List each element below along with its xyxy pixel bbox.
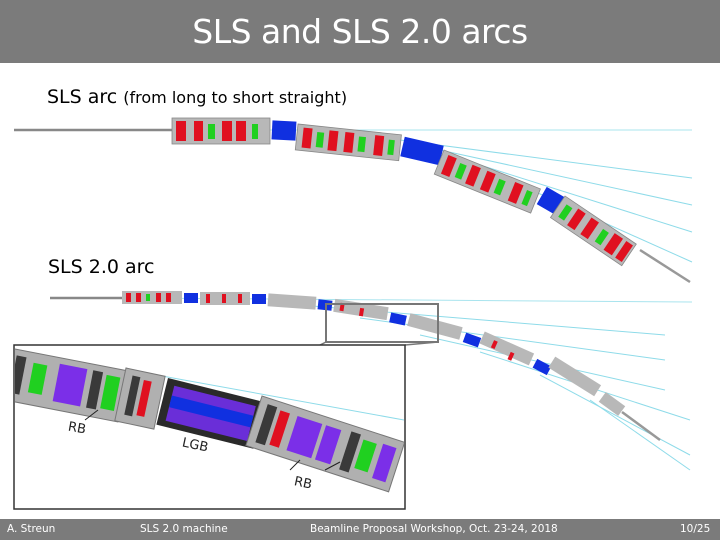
- short-straight-pipe: [639, 248, 691, 284]
- footer-author: A. Streun: [7, 523, 56, 535]
- sls-arc-drawing: [14, 117, 693, 284]
- inset-lgb: [156, 378, 266, 449]
- inset-girder-left: [15, 347, 129, 423]
- footer-bar: A. Streun SLS 2.0 machine Beamline Propo…: [0, 519, 720, 540]
- rb-left-tag: RB: [66, 419, 88, 438]
- girder-3: [433, 149, 541, 214]
- slide-title: SLS and SLS 2.0 arcs: [192, 12, 528, 51]
- inset-girder-right: [245, 395, 404, 493]
- zoom-frame: [325, 303, 439, 343]
- title-bar: SLS and SLS 2.0 arcs: [0, 0, 720, 63]
- dipole-2: [400, 136, 444, 166]
- girder-4: [549, 195, 637, 267]
- sls-arc-title: SLS arc: [47, 86, 118, 108]
- dipole-1: [271, 120, 297, 141]
- girder-2: [294, 123, 402, 162]
- footer-topic: SLS 2.0 machine: [140, 523, 228, 535]
- girder-1: [171, 117, 271, 145]
- inset-zoom: [13, 344, 406, 510]
- sls-arc-subtitle: (from long to short straight): [123, 88, 348, 107]
- sls-arc-label: SLS arc (from long to short straight): [47, 86, 347, 108]
- sls2-arc-label: SLS 2.0 arc: [48, 256, 155, 278]
- footer-event: Beamline Proposal Workshop, Oct. 23-24, …: [310, 523, 558, 535]
- arc-diagram: [13, 117, 693, 510]
- sls2-arc-drawing: [50, 291, 693, 471]
- footer-page-number: 10/25: [680, 523, 711, 535]
